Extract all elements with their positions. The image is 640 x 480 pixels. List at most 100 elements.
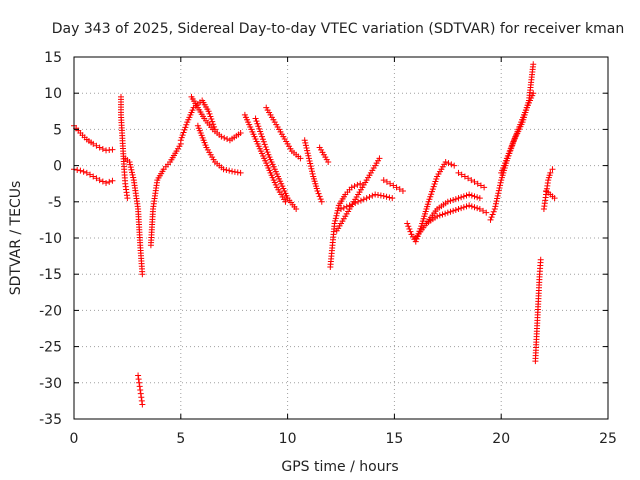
sdtvar-seg-16 [333,155,383,234]
data-point [463,203,470,210]
y-tick-label: -20 [39,303,62,319]
sdtvar-seg-14 [316,144,332,165]
data-point [137,390,144,397]
data-point [399,187,406,194]
data-point [432,178,439,185]
data-point [83,169,90,176]
grid-layer [74,57,608,419]
data-point [331,220,338,227]
data-point [461,173,468,180]
data-point [458,194,465,201]
data-point [551,195,558,202]
data-point [332,217,339,224]
data-point [206,110,213,117]
sdtvar-seg-8 [188,93,244,144]
data-point [383,193,390,200]
data-point [404,220,411,227]
data-point [87,171,94,178]
x-tick-label: 10 [279,431,297,447]
data-point [465,175,472,182]
data-point [182,124,189,131]
data-point [442,158,449,165]
data-point [447,197,454,204]
data-point [349,201,356,208]
x-tick-label: 15 [385,431,403,447]
data-point [537,256,544,263]
data-point [380,177,387,184]
data-point [255,123,262,130]
sdtvar-seg-1 [71,122,116,154]
data-point [226,167,233,174]
data-point [352,200,359,207]
data-point [488,214,495,221]
data-point [263,146,270,153]
y-tick-label: -30 [39,376,62,392]
y-tick-label: 5 [53,122,62,138]
data-point [471,204,478,211]
data-point [458,205,465,212]
data-point [254,120,261,127]
data-point [383,178,390,185]
data-point [460,193,467,200]
data-point [474,180,481,187]
data-point [99,178,106,185]
data-point [314,187,321,194]
data-point [109,177,116,184]
data-point [208,116,215,123]
data-point [209,118,216,125]
data-point [407,228,414,235]
sdtvar-seg-4 [122,155,146,278]
data-point [257,128,264,135]
data-point [357,197,364,204]
data-point [90,140,97,147]
data-point [530,61,537,68]
data-point [183,121,190,128]
data-point [293,206,300,213]
x-tick-label: 20 [492,431,510,447]
data-point [138,397,145,404]
data-point [109,146,116,153]
data-point [127,164,134,171]
data-point [530,90,537,97]
data-point [547,169,554,176]
data-point [340,204,347,211]
data-point [494,195,501,202]
data-point [428,191,435,198]
data-point [333,212,340,219]
sdtvar-seg-19 [404,158,458,245]
data-point [77,167,84,174]
data-point [93,175,100,182]
sdtvar-seg-12 [263,104,304,162]
data-point [218,133,225,140]
data-point [129,171,136,178]
data-point [360,196,367,203]
data-layer [71,61,558,408]
sdtvar-seg-21 [423,202,490,227]
data-point [317,196,324,203]
data-point [309,170,316,177]
data-point [376,155,383,162]
data-point [304,147,311,154]
sdtvar-seg-3 [117,93,131,202]
data-point [483,209,490,216]
data-point [138,394,145,401]
y-tick-label: 0 [53,159,62,175]
data-point [492,203,499,210]
data-point [80,168,87,175]
data-point [455,195,462,202]
data-point [223,166,230,173]
data-point [261,141,268,148]
data-point [137,387,144,394]
data-point [93,142,100,149]
y-tick-label: -15 [39,267,62,283]
sdtvar-seg-17 [338,191,396,213]
data-point [302,139,309,146]
data-point [448,161,455,168]
sdtvar-seg-27 [543,187,558,202]
sdtvar-seg-10 [241,111,289,205]
data-point [495,190,502,197]
data-point [106,178,113,185]
data-point [458,171,465,178]
data-point [455,206,462,213]
